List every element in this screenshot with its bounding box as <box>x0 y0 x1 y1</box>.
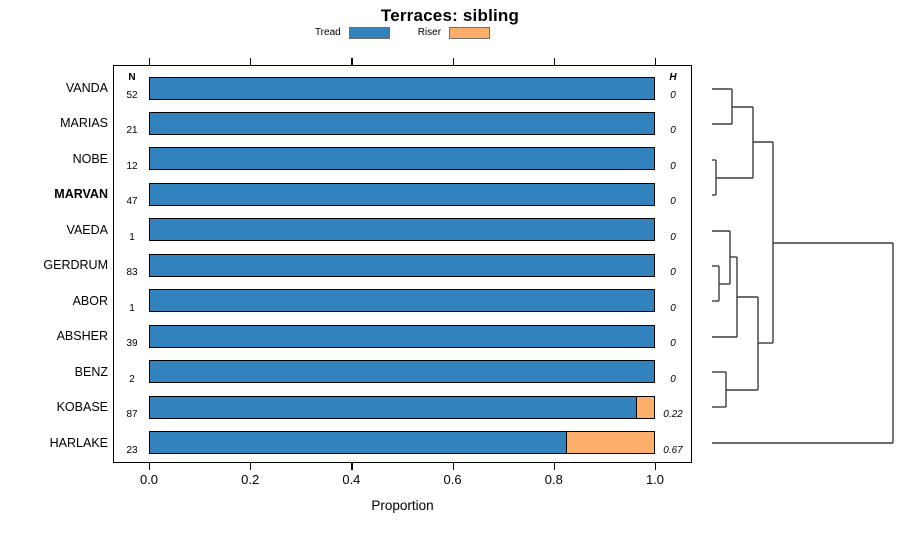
h-value: 0 <box>670 160 676 172</box>
h-value: 0 <box>670 196 676 208</box>
bar-row <box>149 111 655 135</box>
h-value: 0 <box>670 267 676 279</box>
n-value: 83 <box>126 267 138 279</box>
n-column-header: N <box>128 72 136 83</box>
legend-item-tread: Tread <box>315 27 390 39</box>
category-label: MARVAN <box>54 187 108 202</box>
n-value: 2 <box>129 373 135 385</box>
n-value: 1 <box>129 231 135 243</box>
bar-row <box>149 253 655 277</box>
n-value: 52 <box>126 90 138 101</box>
category-label: ABSHER <box>56 329 108 344</box>
category-label: VANDA <box>65 81 108 95</box>
legend-item-riser: Riser <box>417 27 491 39</box>
tread-swatch-icon <box>348 27 390 39</box>
bar-segment-tread <box>150 219 654 241</box>
n-value: 47 <box>126 196 138 208</box>
category-label: KOBASE <box>56 400 108 415</box>
bar-segment-tread <box>150 254 654 276</box>
bar-segment-tread <box>150 396 637 418</box>
n-value: 12 <box>126 160 138 172</box>
h-value: 0 <box>670 90 676 101</box>
axis-tick-top <box>351 58 353 65</box>
n-value: 21 <box>126 125 138 137</box>
category-label: MARIAS <box>60 116 108 131</box>
category-label: NOBE <box>72 151 108 166</box>
h-value: 0.22 <box>663 409 683 421</box>
bar-segment-tread <box>150 183 654 205</box>
axis-tick-top <box>452 58 454 65</box>
bar-row <box>149 76 655 100</box>
axis-tick-top <box>149 58 151 65</box>
axis-tick-label: 0.0 <box>139 472 159 487</box>
category-label: VAEDA <box>66 222 108 237</box>
axis-tick-label: 0.6 <box>443 472 462 487</box>
axis-tick-bottom <box>351 463 353 470</box>
chart-title: Terraces: sibling <box>380 6 520 25</box>
n-value: 39 <box>126 338 138 350</box>
axis-tick-bottom <box>149 463 151 470</box>
x-axis-title: Proportion <box>371 498 434 513</box>
legend: Tread Riser <box>113 27 692 39</box>
bar-segment-riser <box>636 396 654 418</box>
bar-row <box>149 182 655 206</box>
bar-row <box>149 395 655 419</box>
bar-row <box>149 147 655 171</box>
axis-tick-label: 0.8 <box>544 472 563 487</box>
legend-label-riser: Riser <box>417 27 442 38</box>
bar-segment-tread <box>150 112 654 134</box>
axis-tick-top <box>655 58 657 65</box>
riser-swatch-icon <box>449 27 491 39</box>
bar-segment-tread <box>150 361 654 383</box>
bar-row <box>149 360 655 384</box>
axis-tick-label: 0.2 <box>241 472 260 487</box>
category-label: HARLAKE <box>49 435 108 450</box>
h-value: 0 <box>670 373 676 385</box>
h-value: 0 <box>670 302 676 314</box>
axis-tick-bottom <box>452 463 454 470</box>
h-value: 0 <box>670 125 676 137</box>
bar-row <box>149 218 655 242</box>
h-value: 0.67 <box>663 444 683 456</box>
axis-tick-bottom <box>250 463 252 470</box>
bar-segment-tread <box>150 325 654 347</box>
category-label: GERDRUM <box>43 258 108 273</box>
n-value: 23 <box>126 444 138 456</box>
bar-segment-riser <box>566 432 654 453</box>
h-value: 0 <box>670 231 676 243</box>
bar-row <box>149 431 655 454</box>
axis-tick-bottom <box>553 463 556 470</box>
axis-tick-top <box>553 58 556 65</box>
bar-row <box>149 324 655 348</box>
h-value: 0 <box>670 338 676 350</box>
bar-segment-tread <box>150 290 654 312</box>
axis-tick-top <box>250 58 252 65</box>
category-label: BENZ <box>74 364 108 379</box>
bar-segment-tread <box>150 148 654 170</box>
h-column-header: H <box>669 72 677 83</box>
axis-tick-label: 0.4 <box>342 472 361 487</box>
bar-segment-tread <box>150 77 654 99</box>
axis-tick-bottom <box>655 463 657 470</box>
bar-segment-tread <box>150 432 567 453</box>
legend-label-tread: Tread <box>314 27 341 38</box>
n-value: 1 <box>129 302 135 314</box>
category-label: ABOR <box>72 293 108 308</box>
axis-tick-label: 1.0 <box>645 472 665 487</box>
bar-row <box>149 289 655 313</box>
n-value: 87 <box>126 409 138 421</box>
